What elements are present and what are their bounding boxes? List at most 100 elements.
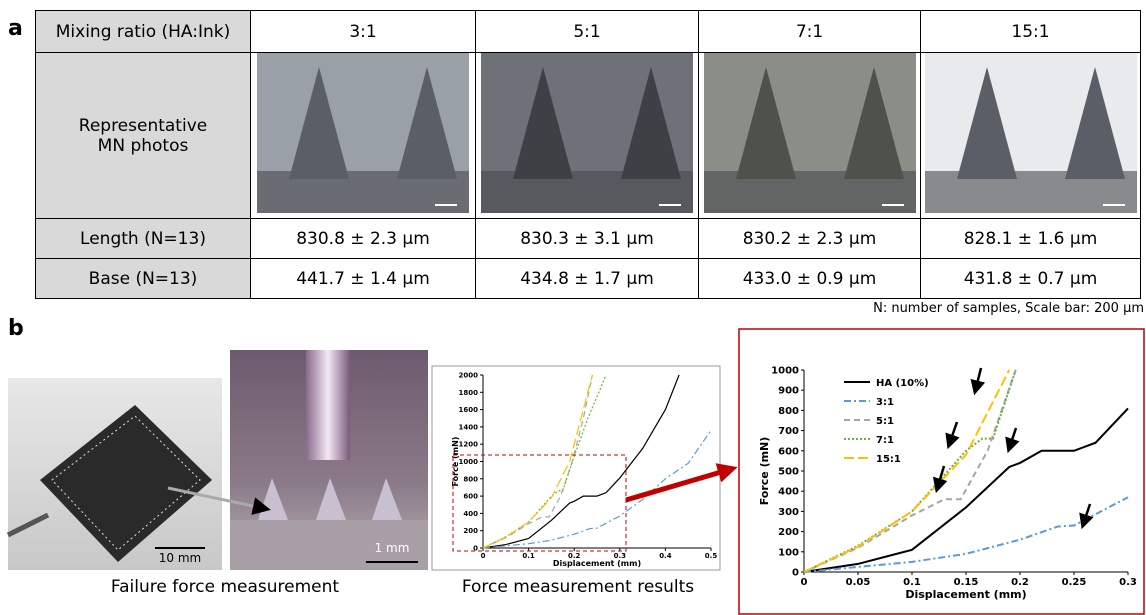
failure-arrow <box>970 367 986 396</box>
caption: Failure force measurement <box>111 577 339 597</box>
legend-label: 3:1 <box>876 397 894 408</box>
cell: 830.2 ± 2.3 µm <box>698 218 921 259</box>
row-label: Base (N=13) <box>35 258 251 299</box>
photo <box>257 53 469 213</box>
y-tick-label: 1000 <box>459 458 479 466</box>
y-tick-label: 400 <box>778 487 799 498</box>
photo <box>924 53 1137 213</box>
x-tick-label: 0.2 <box>1011 577 1029 588</box>
series-line <box>482 374 594 549</box>
mn-patch <box>40 405 212 562</box>
cell: 434.8 ± 1.7 µm <box>475 258 699 299</box>
photo-cell <box>475 52 699 219</box>
note: N: number of samples, Scale bar: 200 µm <box>873 301 1144 316</box>
scale-label: 10 mm <box>159 551 201 565</box>
zoom-box <box>452 454 627 552</box>
row-label: Representative MN photos <box>35 52 251 219</box>
x-tick-label: 0.1 <box>522 552 535 560</box>
photo <box>703 53 916 213</box>
tweezer <box>6 512 50 538</box>
y-tick-label: 600 <box>778 446 799 457</box>
y-tick-label: 800 <box>463 475 478 483</box>
x-axis-title: Displacement (mm) <box>553 559 641 568</box>
row-label-text: Representative MN photos <box>78 115 208 156</box>
photo-cell <box>698 52 921 219</box>
legend-label: 5:1 <box>876 416 894 427</box>
zoom-arrow <box>625 463 738 503</box>
table: Mixing ratio (HA:Ink) 3:1 5:1 7:1 15:1 R… <box>35 10 1141 299</box>
x-tick-label: 0.2 <box>568 552 581 560</box>
header-cell: 7:1 <box>698 10 921 53</box>
x-tick-label: 0.4 <box>659 552 672 560</box>
row-label: Length (N=13) <box>35 218 251 259</box>
panel-label: b <box>8 316 24 341</box>
y-tick-label: 1800 <box>459 389 479 397</box>
legend-label: 7:1 <box>876 435 894 446</box>
x-tick-label: 0 <box>801 577 808 588</box>
chart-frame <box>431 365 721 571</box>
header-cell: 15:1 <box>920 10 1141 53</box>
panel-label: a <box>8 16 23 41</box>
x-tick-label: 0.3 <box>614 552 627 560</box>
x-axis-title: Displacement (mm) <box>905 588 1026 601</box>
cone <box>735 67 796 179</box>
series-line <box>482 374 594 549</box>
legend-label: HA (10%) <box>876 378 929 389</box>
x-tick-label: 0.05 <box>846 577 871 588</box>
x-tick-label: 0.15 <box>954 577 979 588</box>
y-tick-label: 200 <box>463 527 478 535</box>
patch-outline <box>51 415 201 551</box>
y-tick-label: 500 <box>778 467 799 478</box>
series-line <box>482 430 712 549</box>
failure-arrow <box>1005 427 1020 454</box>
x-tick-label: 0.1 <box>903 577 921 588</box>
y-tick-label: 900 <box>778 386 799 397</box>
y-tick-label: 1600 <box>459 406 479 414</box>
cell: 828.1 ± 1.6 µm <box>920 218 1141 259</box>
legend-label: 15:1 <box>876 454 901 465</box>
y-tick-label: 1000 <box>771 366 799 377</box>
y-tick-label: 2000 <box>459 371 479 379</box>
y-tick-label: 100 <box>778 547 799 558</box>
y-tick-label: 800 <box>778 406 799 417</box>
y-tick-label: 1400 <box>459 423 479 431</box>
y-axis-title: Force (mN) <box>758 437 771 506</box>
probe <box>306 350 350 460</box>
x-tick-label: 0.5 <box>705 552 718 560</box>
y-tick-label: 1200 <box>459 441 479 449</box>
scale-label: 1 mm <box>375 541 410 555</box>
zoom-arrow <box>167 486 271 515</box>
cell: 431.8 ± 0.7 µm <box>920 258 1141 299</box>
y-tick-label: 700 <box>778 426 799 437</box>
failure-arrow <box>1079 503 1094 530</box>
cone <box>316 478 346 520</box>
series-line <box>803 496 1129 573</box>
x-tick-label: 0.25 <box>1062 577 1087 588</box>
x-tick-label: 0 <box>481 552 486 560</box>
series-line <box>482 374 680 549</box>
cone <box>843 67 904 179</box>
photo <box>481 53 693 213</box>
failure-arrow <box>932 465 948 494</box>
cell: 830.3 ± 3.1 µm <box>475 218 699 259</box>
cone <box>1064 67 1125 179</box>
cone <box>621 67 681 179</box>
y-tick-label: 0 <box>792 568 799 579</box>
y-tick-label: 600 <box>463 493 478 501</box>
failure-arrow <box>945 421 960 450</box>
series-line <box>482 374 607 549</box>
cone <box>289 67 349 179</box>
cone <box>397 67 457 179</box>
cone <box>513 67 573 179</box>
photo-cell <box>920 52 1141 219</box>
x-tick-label: 0.3 <box>1119 577 1137 588</box>
photo-cell <box>250 52 476 219</box>
y-tick-label: 0 <box>473 544 478 552</box>
y-tick-label: 300 <box>778 507 799 518</box>
cone <box>956 67 1017 179</box>
series-line <box>803 407 1129 573</box>
y-tick-label: 400 <box>463 510 478 518</box>
y-tick-label: 200 <box>778 527 799 538</box>
